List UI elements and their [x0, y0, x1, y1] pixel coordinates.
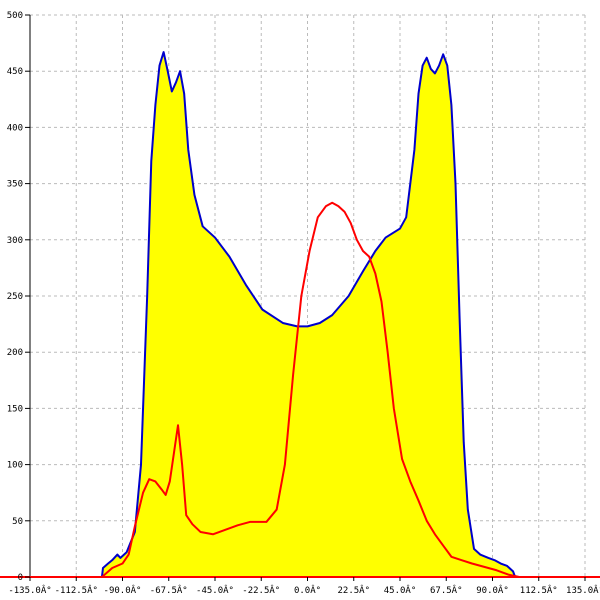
y-tick-label: 50	[12, 517, 23, 527]
x-tick-label: 135.0Â°	[566, 584, 600, 596]
y-tick-label: 100	[7, 461, 23, 471]
y-tick-label: 500	[7, 11, 23, 21]
axis-layer	[0, 14, 600, 581]
x-tick-label: -22.5Â°	[242, 584, 280, 596]
y-tick-label: 350	[7, 180, 23, 190]
line-series-2	[101, 201, 520, 578]
area-outline-series-1	[100, 51, 517, 578]
x-tick-label: 67.5Â°	[430, 584, 463, 596]
x-tick-label: 90.0Â°	[476, 584, 509, 596]
x-tick-label: 45.0Â°	[384, 584, 417, 596]
x-tick-label: 22.5Â°	[337, 584, 370, 596]
y-tick-label: 300	[7, 236, 23, 246]
x-tick-label: 0.0Â°	[294, 584, 321, 596]
x-tick-label: -135.0Â°	[8, 584, 51, 596]
y-tick-label: 200	[7, 348, 23, 358]
x-tick-label: 112.5Â°	[520, 584, 558, 596]
x-tick-label: -45.0Â°	[196, 584, 234, 596]
x-tick-label: -112.5Â°	[55, 584, 98, 596]
y-tick-label: 250	[7, 292, 23, 302]
area-fill-series-1	[101, 52, 516, 578]
label-layer: 0 50 100 150 200 250 300 350 400 450 500 -135.0Â° -1…	[7, 11, 600, 596]
x-tick-label: -90.0Â°	[104, 584, 142, 596]
y-tick-label: 450	[7, 67, 23, 77]
y-tick-label: 150	[7, 404, 23, 414]
x-tick-label: -67.5Â°	[150, 584, 188, 596]
y-tick-label: 0	[18, 573, 23, 583]
y-tick-label: 400	[7, 123, 23, 133]
area-layer	[100, 51, 520, 578]
